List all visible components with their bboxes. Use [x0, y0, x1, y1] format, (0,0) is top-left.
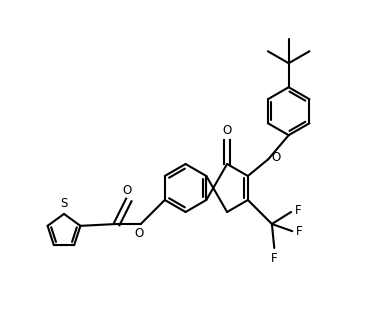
Text: O: O [122, 184, 132, 197]
Text: O: O [222, 124, 232, 137]
Text: S: S [60, 197, 68, 210]
Text: F: F [296, 225, 302, 238]
Text: O: O [134, 227, 144, 240]
Text: F: F [295, 204, 301, 217]
Text: F: F [271, 252, 278, 265]
Text: O: O [272, 151, 281, 164]
